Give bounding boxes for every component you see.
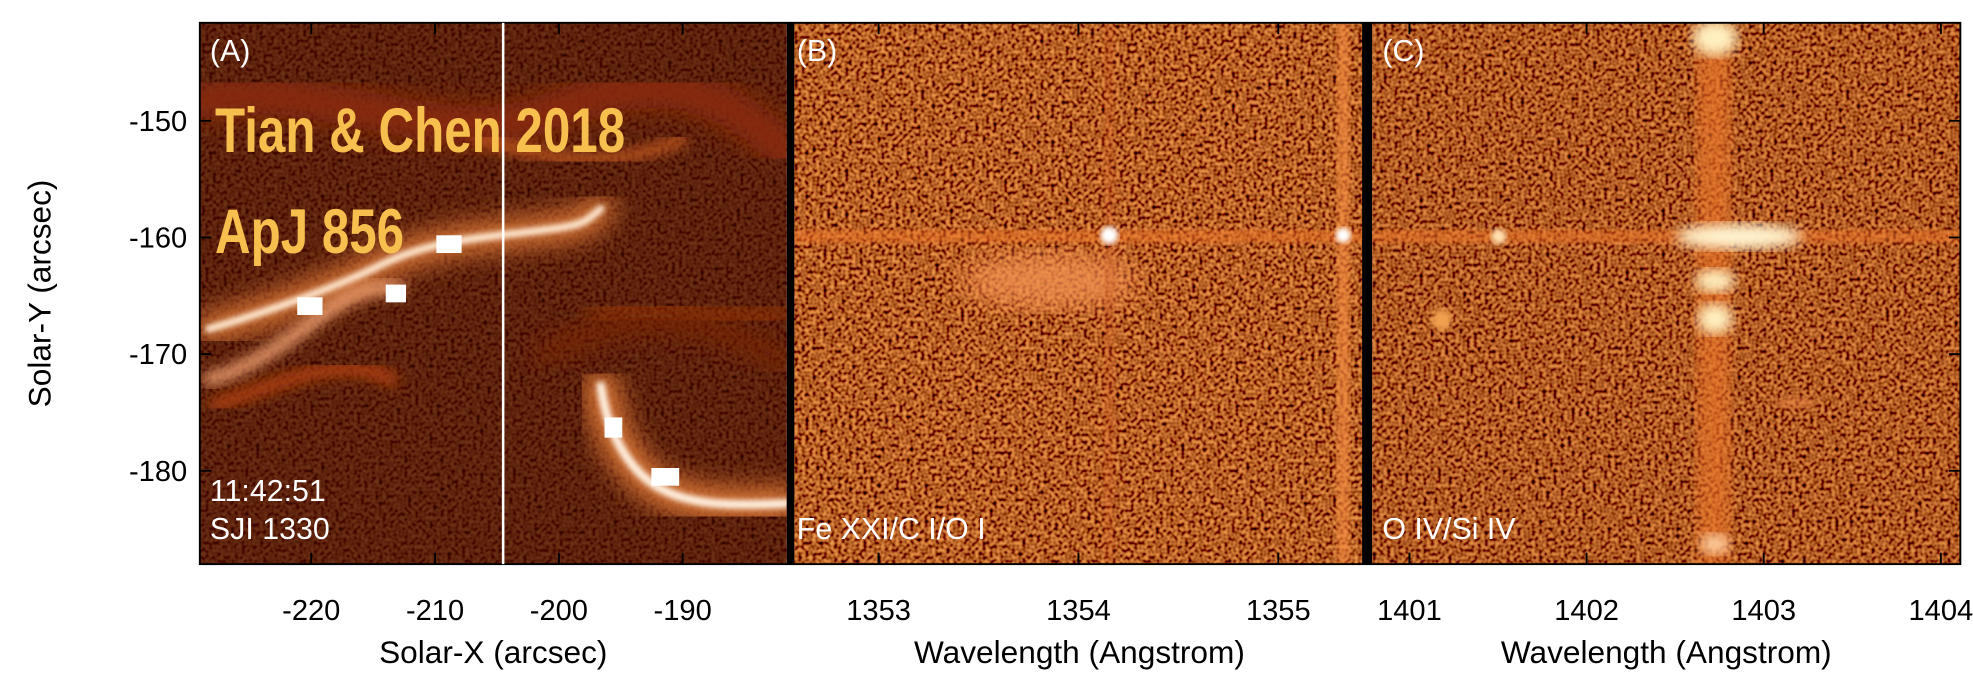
panel-label: (B) xyxy=(797,35,837,68)
panel-label: (C) xyxy=(1382,35,1424,68)
x-tick-label: -210 xyxy=(406,595,464,627)
x-axis-label: Solar-X (arcsec) xyxy=(379,634,607,670)
sji-image xyxy=(199,22,787,565)
x-tick-label: -190 xyxy=(654,595,712,627)
panel-annotation: O IV/Si IV xyxy=(1382,513,1516,546)
y-tick-label: -170 xyxy=(129,339,187,371)
x-axis-label: Wavelength (Angstrom) xyxy=(1501,634,1832,670)
panel-annotation: Fe XXI/C I/O I xyxy=(797,513,986,546)
x-tick-label: 1404 xyxy=(1909,595,1973,627)
x-tick-label: 1403 xyxy=(1731,595,1796,627)
frame xyxy=(198,21,1962,566)
y-tick-label: -150 xyxy=(129,106,187,138)
spectrum-image xyxy=(786,22,1373,565)
panel-annotation: 11:42:51 xyxy=(210,475,326,508)
x-tick-label: -220 xyxy=(282,595,340,627)
x-axis-label: Wavelength (Angstrom) xyxy=(914,634,1245,670)
x-tick-label: 1401 xyxy=(1377,595,1442,627)
panel-annotation: SJI 1330 xyxy=(210,513,330,546)
panel-label: (A) xyxy=(210,35,250,68)
x-tick-label: 1402 xyxy=(1554,595,1619,627)
overlay-text: Tian & Chen 2018 xyxy=(215,96,625,166)
x-tick-label: 1353 xyxy=(846,595,911,627)
x-tick-label: 1354 xyxy=(1046,595,1111,627)
y-tick-label: -180 xyxy=(129,456,187,488)
y-tick-label: -160 xyxy=(129,223,187,255)
y-axis-label: Solar-Y (arcsec) xyxy=(22,180,58,408)
x-tick-label: -200 xyxy=(530,595,588,627)
x-tick-label: 1355 xyxy=(1246,595,1311,627)
spectrum-image xyxy=(1372,22,1961,565)
overlay-text: ApJ 856 xyxy=(215,197,404,267)
